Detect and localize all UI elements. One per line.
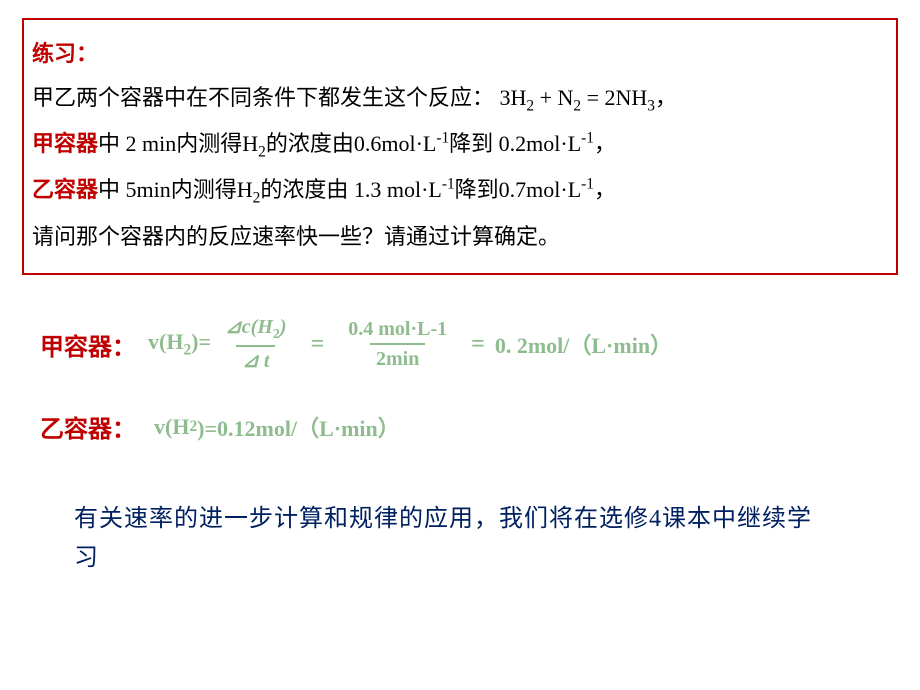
solution-b-label: 乙容器： [40,409,136,444]
sa-frac2: 0.4 mol·L-1 2min [342,317,453,371]
sa-frac1: ⊿c(H2) ⊿ t [219,315,293,374]
sa-eq1: = [311,331,325,358]
line2-b: 的浓度由0.6mol·L [266,131,437,156]
line2-sup2: -1 [581,130,594,147]
line1-c: = 2NH [581,85,647,110]
line3-end: ， [594,177,616,202]
sub-n2: 2 [573,97,581,114]
footer-note: 有关速率的进一步计算和规律的应用，我们将在选修4课本中继续学习 [74,500,834,577]
line2-sub: 2 [258,144,266,161]
sa-eq2: = [471,331,485,358]
solution-a-label: 甲容器： [40,327,136,362]
title-text: 练习： [32,41,98,66]
line3-sup2: -1 [581,176,594,193]
problem-title: 练习： [32,32,888,76]
line1-end: ， [655,85,677,110]
solution-a-expr: v(H2)= ⊿c(H2) ⊿ t = 0.4 mol·L-1 2min = 0… [148,315,672,374]
problem-line-3: 乙容器中 5min内测得H2的浓度由 1.3 mol·L-1降到0.7mol·L… [32,168,888,214]
sa-frac2-num: 0.4 mol·L-1 [342,317,453,343]
line3-c: 降到0.7mol·L [455,177,582,202]
line2-end: ， [594,131,616,156]
line1-b: + N [534,85,573,110]
solution-b-expr: v(H2)=0.12mol/（L·min） [154,411,400,443]
line3-label: 乙容器 [32,177,98,202]
sa-frac1-num: ⊿c(H2) [219,315,293,346]
problem-box: 练习： 甲乙两个容器中在不同条件下都发生这个反应： 3H2 + N2 = 2NH… [22,18,898,275]
sa-result: 0. 2mol/（L·min） [495,328,672,360]
line3-a: 中 5min内测得H [98,177,253,202]
sub-nh3: 3 [647,97,655,114]
line1-a: 甲乙两个容器中在不同条件下都发生这个反应： 3H [32,85,526,110]
sa-lhs: v(H2)= [148,329,211,359]
sb-a: v(H [154,414,189,440]
problem-line-2: 甲容器中 2 min内测得H2的浓度由0.6mol·L-1降到 0.2mol·L… [32,122,888,168]
sb-b: )=0.12mol/（L·min） [197,411,400,443]
line2-c: 降到 0.2mol·L [449,131,581,156]
line3-sup: -1 [442,176,455,193]
line2-sup: -1 [436,130,449,147]
problem-line-4: 请问那个容器内的反应速率快一些？请通过计算确定。 [32,215,888,259]
sub-h2: 2 [526,97,534,114]
line2-label: 甲容器 [32,131,98,156]
sb-sub: 2 [189,418,197,436]
solution-b-row: 乙容器： v(H2)=0.12mol/（L·min） [40,409,898,444]
line3-b: 的浓度由 1.3 mol·L [260,177,442,202]
solution-a-row: 甲容器： v(H2)= ⊿c(H2) ⊿ t = 0.4 mol·L-1 2mi… [40,315,898,374]
sa-frac2-den: 2min [370,343,425,371]
sa-frac1-den: ⊿ t [236,345,275,373]
problem-line-1: 甲乙两个容器中在不同条件下都发生这个反应： 3H2 + N2 = 2NH3， [32,76,888,122]
line2-a: 中 2 min内测得H [98,131,258,156]
